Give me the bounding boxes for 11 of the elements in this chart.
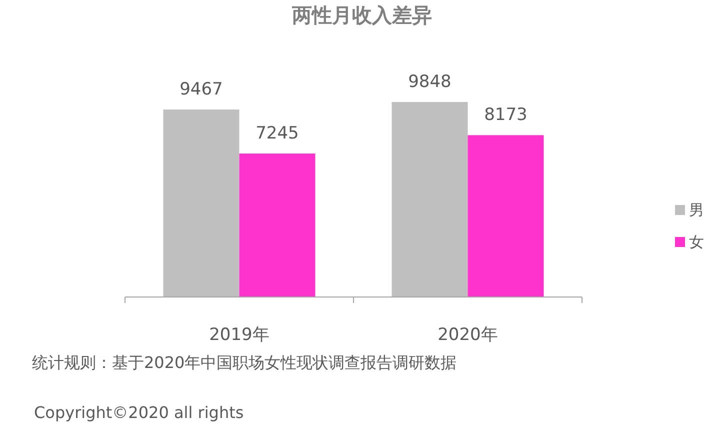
title: 两性月收入差异 — [292, 3, 432, 27]
x-tick-label: 2019年 — [209, 325, 270, 345]
data-label: 7245 — [256, 124, 299, 144]
x-tick-label: 2020年 — [438, 325, 498, 345]
annotation: 统计规则：基于2020年中国职场女性现状调查报告调研数据 — [32, 353, 457, 372]
data-label: 9848 — [408, 72, 452, 92]
data-label: 8173 — [484, 105, 528, 126]
data-label: 9467 — [180, 80, 223, 100]
legend-label: 男 — [689, 201, 704, 219]
legend-label: 女 — [689, 233, 704, 251]
annotation: Copyright©2020 all rights — [34, 403, 244, 422]
